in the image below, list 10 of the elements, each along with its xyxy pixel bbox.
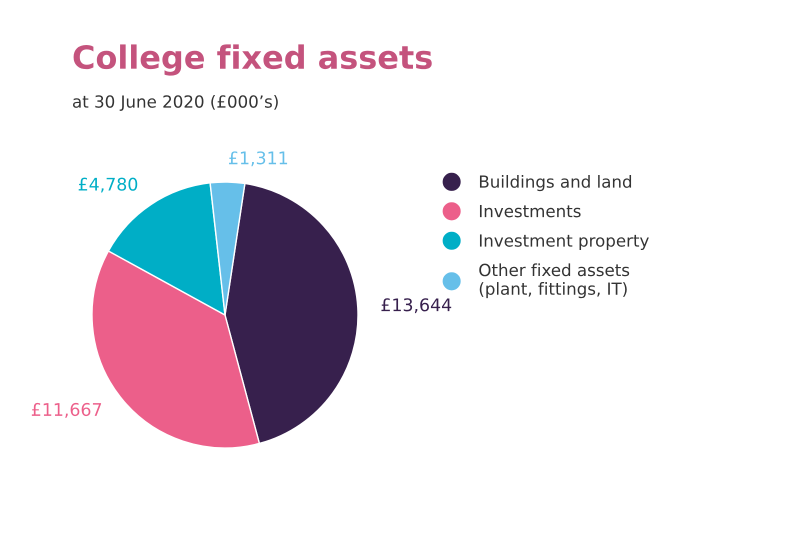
data-label: £13,644 — [381, 298, 452, 314]
legend-label: Investment property — [480, 234, 649, 250]
data-label: £1,311 — [229, 151, 288, 166]
chart-title: College fixed assets — [74, 44, 432, 76]
legend-label: Buildings and land — [480, 175, 632, 192]
data-label: £11,667 — [32, 402, 102, 418]
chart-subtitle: at 30 June 2020 (£000’s) — [73, 94, 278, 111]
legend-label: Other fixed assets (plant, fittings, IT) — [479, 263, 630, 298]
legend-label: Investments — [480, 204, 581, 218]
data-label: £4,780 — [78, 178, 138, 193]
